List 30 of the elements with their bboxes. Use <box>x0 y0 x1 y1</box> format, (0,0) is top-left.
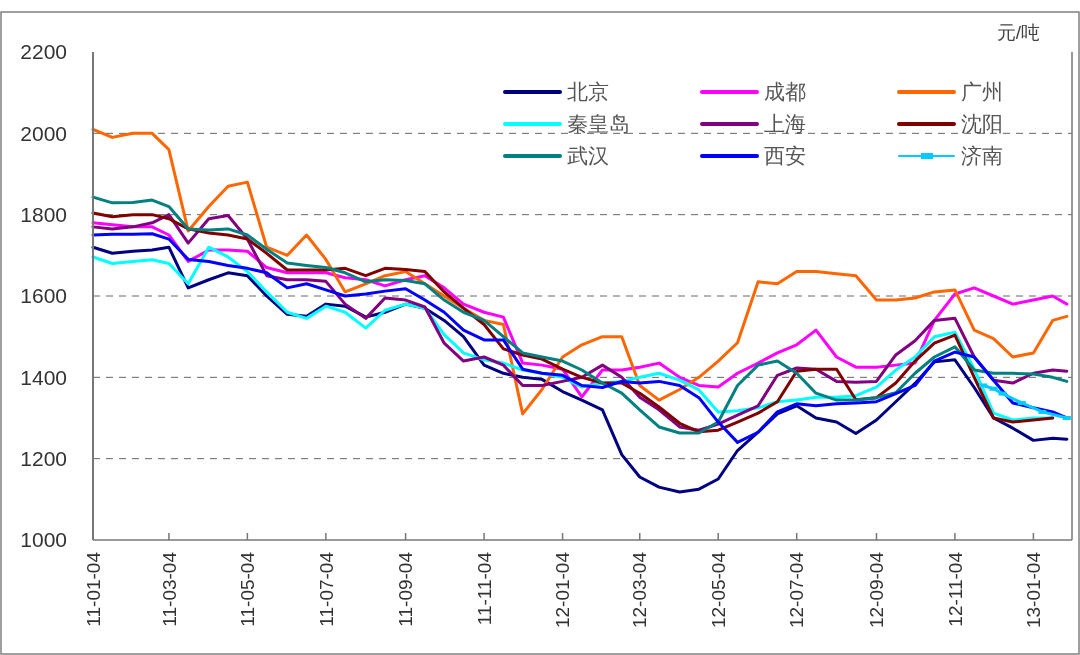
legend-label: 广州 <box>961 80 1003 104</box>
y-tick-label: 2000 <box>20 121 67 145</box>
y-axis-title: 元/吨 <box>996 21 1040 43</box>
x-tick-label: 12-05-04 <box>707 551 729 629</box>
x-tick-label: 11-01-04 <box>82 551 104 627</box>
legend-label: 北京 <box>567 80 609 104</box>
legend-label: 上海 <box>764 112 806 136</box>
y-tick-label: 2200 <box>20 40 67 64</box>
x-tick-label: 12-09-04 <box>866 551 888 629</box>
y-tick-label: 1800 <box>20 203 67 227</box>
legend-label: 秦皇岛 <box>567 112 630 136</box>
x-tick-label: 12-01-04 <box>552 551 574 629</box>
legend-label: 武汉 <box>567 144 609 168</box>
x-tick-label: 11-07-04 <box>315 551 337 627</box>
x-tick-label: 12-03-04 <box>629 551 651 629</box>
x-tick-label: 11-05-04 <box>237 551 259 627</box>
legend-label: 济南 <box>961 144 1003 168</box>
x-tick-label: 13-01-04 <box>1023 551 1045 629</box>
legend-label: 成都 <box>764 80 806 104</box>
x-tick-label: 12-07-04 <box>786 551 808 629</box>
y-tick-label: 1600 <box>20 284 67 308</box>
legend-label: 西安 <box>764 144 806 168</box>
x-tick-label: 12-11-04 <box>944 551 966 627</box>
y-tick-label: 1200 <box>20 447 67 471</box>
legend-label: 沈阳 <box>961 112 1003 136</box>
y-tick-label: 1000 <box>20 528 67 552</box>
y-tick-label: 1400 <box>20 365 67 389</box>
x-tick-label: 11-03-04 <box>158 551 180 627</box>
x-tick-label: 11-11-04 <box>473 551 495 626</box>
x-tick-label: 11-09-04 <box>395 551 417 627</box>
